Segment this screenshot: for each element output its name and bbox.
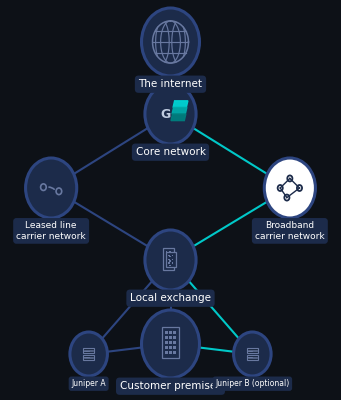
FancyBboxPatch shape	[165, 331, 168, 334]
FancyBboxPatch shape	[165, 351, 168, 354]
FancyBboxPatch shape	[173, 331, 176, 334]
FancyBboxPatch shape	[169, 256, 171, 257]
FancyBboxPatch shape	[166, 252, 176, 267]
Polygon shape	[171, 114, 186, 121]
FancyBboxPatch shape	[169, 341, 172, 344]
Circle shape	[145, 230, 196, 290]
Text: G: G	[161, 108, 171, 120]
FancyBboxPatch shape	[173, 351, 176, 354]
Text: The internet: The internet	[138, 79, 203, 89]
Polygon shape	[173, 101, 188, 108]
Circle shape	[142, 8, 199, 76]
FancyBboxPatch shape	[165, 346, 168, 349]
FancyBboxPatch shape	[173, 341, 176, 344]
FancyBboxPatch shape	[169, 346, 172, 349]
FancyBboxPatch shape	[172, 262, 174, 264]
FancyBboxPatch shape	[169, 265, 171, 266]
Circle shape	[70, 332, 107, 376]
FancyBboxPatch shape	[162, 327, 179, 358]
FancyBboxPatch shape	[165, 341, 168, 344]
FancyBboxPatch shape	[166, 256, 167, 257]
FancyBboxPatch shape	[83, 355, 94, 360]
Text: Local exchange: Local exchange	[130, 293, 211, 303]
Circle shape	[145, 84, 196, 144]
FancyBboxPatch shape	[169, 336, 172, 339]
FancyBboxPatch shape	[173, 346, 176, 349]
Text: Core network: Core network	[135, 147, 206, 157]
FancyBboxPatch shape	[169, 251, 171, 253]
FancyBboxPatch shape	[166, 251, 167, 253]
Polygon shape	[172, 108, 187, 114]
FancyBboxPatch shape	[247, 348, 258, 353]
Text: Juniper B (optional): Juniper B (optional)	[215, 379, 290, 388]
FancyBboxPatch shape	[247, 355, 258, 360]
Circle shape	[142, 310, 199, 378]
FancyBboxPatch shape	[166, 260, 167, 262]
Text: Customer premises: Customer premises	[120, 381, 221, 391]
Text: Leased line
carrier network: Leased line carrier network	[16, 221, 86, 240]
FancyBboxPatch shape	[83, 348, 94, 353]
FancyBboxPatch shape	[172, 258, 174, 260]
Circle shape	[234, 332, 271, 376]
FancyBboxPatch shape	[166, 265, 167, 266]
FancyBboxPatch shape	[169, 260, 171, 262]
Text: Broadband
carrier network: Broadband carrier network	[255, 221, 325, 240]
FancyBboxPatch shape	[168, 262, 170, 264]
FancyBboxPatch shape	[172, 255, 174, 256]
FancyBboxPatch shape	[163, 248, 174, 270]
Circle shape	[26, 158, 77, 218]
FancyBboxPatch shape	[165, 336, 168, 339]
Circle shape	[264, 158, 315, 218]
FancyBboxPatch shape	[169, 331, 172, 334]
FancyBboxPatch shape	[168, 255, 170, 256]
FancyBboxPatch shape	[169, 351, 172, 354]
FancyBboxPatch shape	[168, 258, 170, 260]
FancyBboxPatch shape	[173, 336, 176, 339]
Text: Juniper A: Juniper A	[71, 379, 106, 388]
